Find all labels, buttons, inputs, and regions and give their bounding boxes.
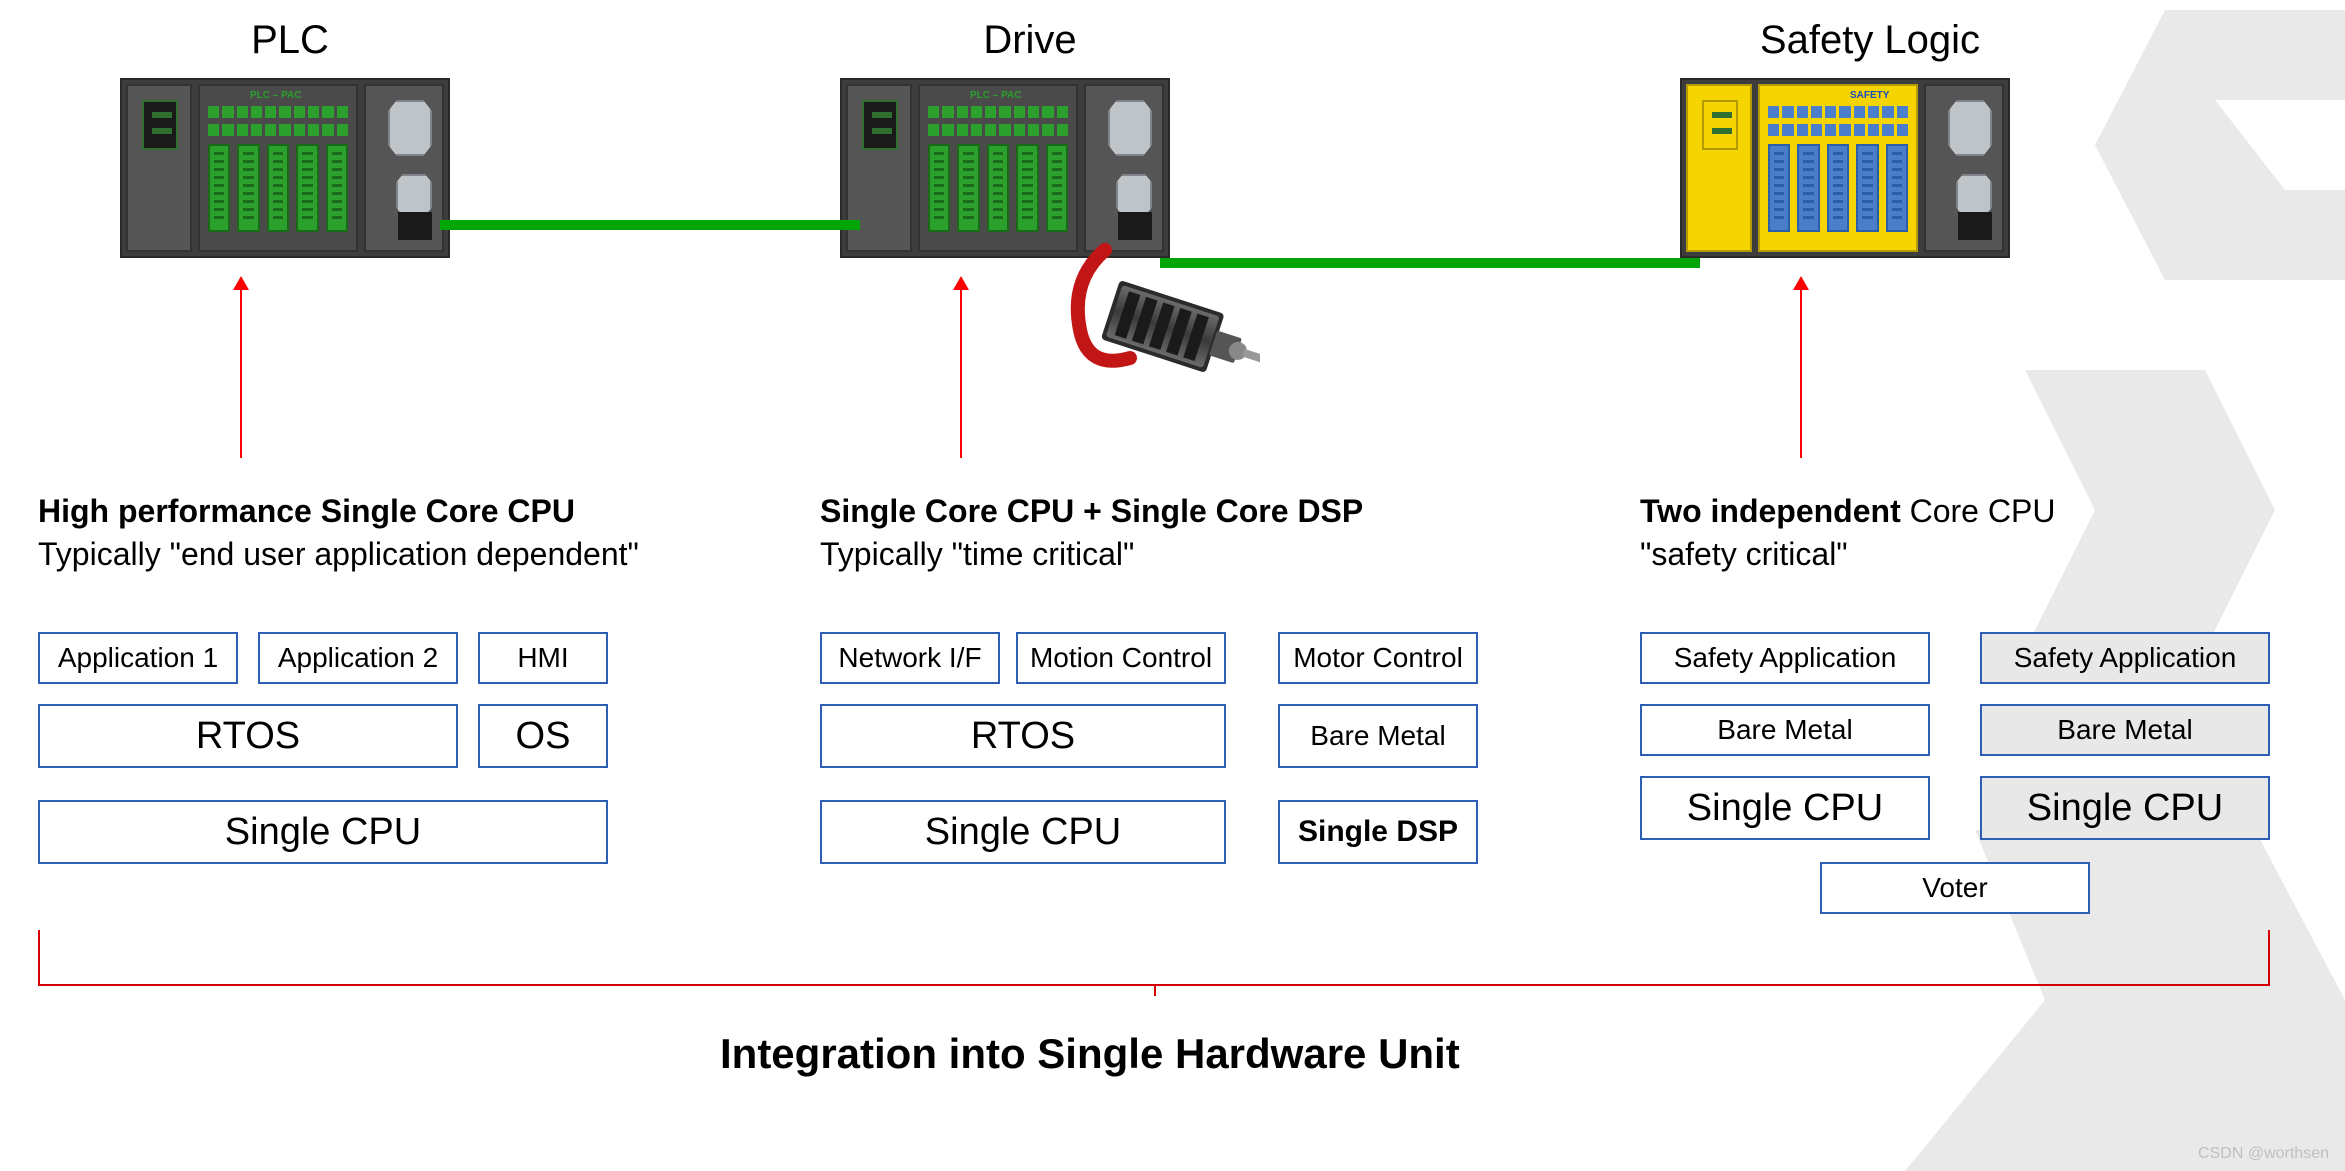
safety-box-bare-l: Bare Metal: [1640, 704, 1930, 756]
link-plc-drive: [440, 220, 860, 230]
safety-desc-sub: "safety critical": [1640, 536, 1848, 572]
safety-box-bare-r: Bare Metal: [1980, 704, 2270, 756]
drive-title: Drive: [960, 18, 1100, 63]
safety-box-cpu-r: Single CPU: [1980, 776, 2270, 840]
drive-box-motor: Motor Control: [1278, 632, 1478, 684]
plc-desc-sub: Typically "end user application dependen…: [38, 536, 639, 572]
pointer-plc: [240, 278, 242, 458]
safety-device: SAFETY: [1680, 78, 2010, 258]
safety-box-app-l: Safety Application: [1640, 632, 1930, 684]
integration-title: Integration into Single Hardware Unit: [720, 1030, 1460, 1078]
safety-desc-bold: Two independent: [1640, 493, 1901, 529]
servo-motor-icon: [1060, 240, 1260, 380]
drive-desc-bold: Single Core CPU + Single Core DSP: [820, 493, 1363, 529]
plc-title: PLC: [230, 18, 350, 63]
pointer-drive: [960, 278, 962, 458]
drive-box-singlecpu: Single CPU: [820, 800, 1226, 864]
safety-device-label: SAFETY: [1850, 90, 1889, 101]
drive-desc-sub: Typically "time critical": [820, 536, 1134, 572]
watermark: CSDN @worthsen: [2198, 1145, 2329, 1163]
drive-box-motion: Motion Control: [1016, 632, 1226, 684]
drive-box-rtos: RTOS: [820, 704, 1226, 768]
plc-device: PLC – PAC: [120, 78, 450, 258]
plc-device-label: PLC – PAC: [250, 90, 302, 101]
plc-box-os: OS: [478, 704, 608, 768]
safety-title: Safety Logic: [1730, 18, 2010, 63]
pointer-safety: [1800, 278, 1802, 458]
safety-box-app-r: Safety Application: [1980, 632, 2270, 684]
drive-box-singledsp: Single DSP: [1278, 800, 1478, 864]
safety-desc-rest: Core CPU: [1901, 493, 2056, 529]
drive-device-label: PLC – PAC: [970, 90, 1022, 101]
drive-box-net: Network I/F: [820, 632, 1000, 684]
plc-box-hmi: HMI: [478, 632, 608, 684]
integration-bracket: [38, 930, 2270, 986]
plc-box-rtos: RTOS: [38, 704, 458, 768]
plc-desc-bold: High performance Single Core CPU: [38, 493, 575, 529]
safety-box-cpu-l: Single CPU: [1640, 776, 1930, 840]
plc-box-singlecpu: Single CPU: [38, 800, 608, 864]
plc-box-app1: Application 1: [38, 632, 238, 684]
plc-description: High performance Single Core CPU Typical…: [38, 490, 678, 576]
plc-box-app2: Application 2: [258, 632, 458, 684]
safety-description: Two independent Core CPU "safety critica…: [1640, 490, 2280, 576]
drive-description: Single Core CPU + Single Core DSP Typica…: [820, 490, 1460, 576]
drive-device: PLC – PAC: [840, 78, 1170, 258]
drive-box-bare: Bare Metal: [1278, 704, 1478, 768]
safety-box-voter: Voter: [1820, 862, 2090, 914]
